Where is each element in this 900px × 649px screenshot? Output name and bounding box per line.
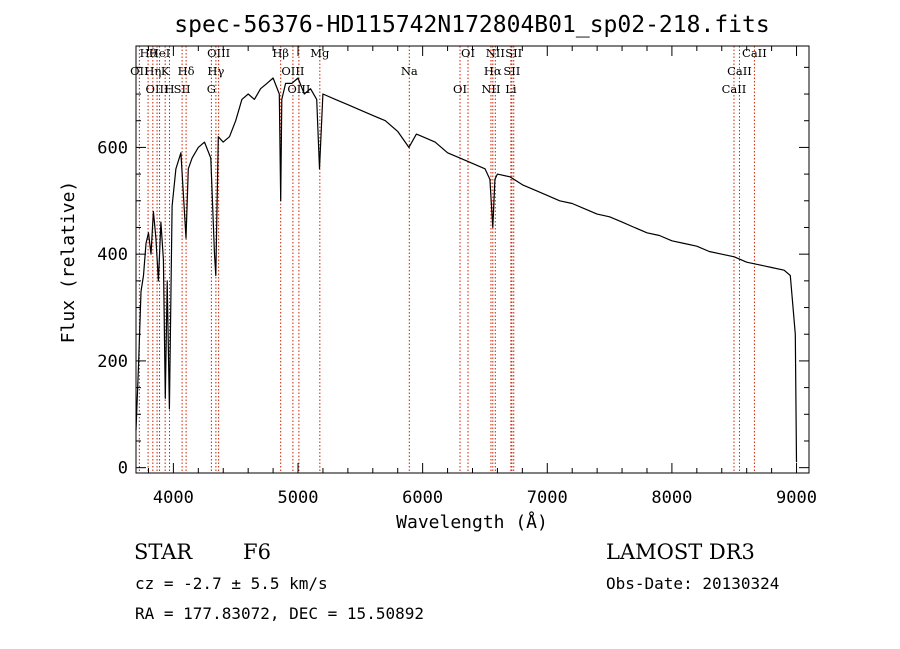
spectral-line-label: CaII bbox=[727, 64, 752, 78]
spectral-line-label: OIII bbox=[146, 82, 169, 96]
y-tick-label: 0 bbox=[118, 459, 128, 479]
spectral-line-label: OIII bbox=[207, 46, 230, 60]
observation-date: Obs-Date: 20130324 bbox=[606, 574, 779, 593]
spectral-line-label: CaII bbox=[742, 46, 767, 60]
spectral-line-label: SII bbox=[174, 82, 191, 96]
object-subclass: F6 bbox=[243, 540, 271, 564]
plot-frame bbox=[135, 45, 810, 474]
spectral-line-label: Hβ bbox=[272, 46, 289, 60]
spectral-line-markers bbox=[138, 46, 755, 473]
x-tick-label: 6000 bbox=[402, 488, 443, 508]
spectral-line-label: Na bbox=[401, 64, 418, 78]
flux-series bbox=[135, 77, 798, 463]
y-tick-label: 200 bbox=[97, 352, 128, 372]
spectral-line-label: Li bbox=[505, 82, 517, 96]
coordinates-readout: RA = 177.83072, DEC = 15.50892 bbox=[135, 604, 424, 623]
spectral-line-label: OI bbox=[461, 46, 475, 60]
y-tick-label: 600 bbox=[97, 138, 128, 158]
spectral-line-label: OII bbox=[130, 64, 149, 78]
spectral-line-label: SII bbox=[503, 64, 520, 78]
spectral-line-label: Hη bbox=[144, 64, 161, 78]
spectral-line-label: OIII bbox=[287, 82, 310, 96]
x-axis-label: Wavelength (Å) bbox=[396, 511, 548, 533]
y-axis-label: Flux (relative) bbox=[58, 181, 79, 344]
spectral-line-label: Hγ bbox=[207, 64, 224, 78]
spectral-line-labels: Hθ OII OIII Hη K HeI HHδ SII OIII Hγ G Hβ OIII OIII Mg… bbox=[130, 46, 767, 96]
spectral-line-label: Hδ bbox=[178, 64, 195, 78]
spectral-line-label: SII bbox=[505, 46, 522, 60]
chart-title: spec-56376-HD115742N172804B01_sp02-218.f… bbox=[174, 12, 769, 38]
spectral-line-label: OI bbox=[453, 82, 467, 96]
y-axis-ticks: 0 200 400 600 bbox=[97, 66, 809, 479]
spectral-line-label: NII bbox=[486, 46, 505, 60]
spectral-line-label: Hθ bbox=[140, 46, 157, 60]
x-tick-label: 5000 bbox=[278, 488, 319, 508]
spectral-line-label: Mg bbox=[310, 46, 330, 60]
spectral-line-label: H bbox=[165, 82, 175, 96]
spectral-line-label: NII bbox=[481, 82, 500, 96]
spectral-line-label: CaII bbox=[722, 82, 747, 96]
x-axis-ticks: 4000 5000 6000 7000 8000 9000 bbox=[147, 46, 817, 508]
spectral-line-label: HeI bbox=[149, 46, 170, 60]
flux-line bbox=[135, 77, 798, 463]
redshift-readout: cz = -2.7 ± 5.5 km/s bbox=[135, 574, 328, 593]
spectral-line-label: K bbox=[161, 64, 170, 78]
survey-name: LAMOST DR3 bbox=[606, 540, 755, 564]
x-tick-label: 9000 bbox=[776, 488, 817, 508]
x-tick-label: 4000 bbox=[153, 488, 194, 508]
spectral-line-label: G bbox=[207, 82, 216, 96]
y-tick-label: 400 bbox=[97, 245, 128, 265]
x-tick-label: 8000 bbox=[651, 488, 692, 508]
object-class: STAR bbox=[134, 540, 193, 564]
spectral-line-label: OIII bbox=[281, 64, 304, 78]
x-tick-label: 7000 bbox=[527, 488, 568, 508]
spectral-line-label: Hα bbox=[484, 64, 502, 78]
